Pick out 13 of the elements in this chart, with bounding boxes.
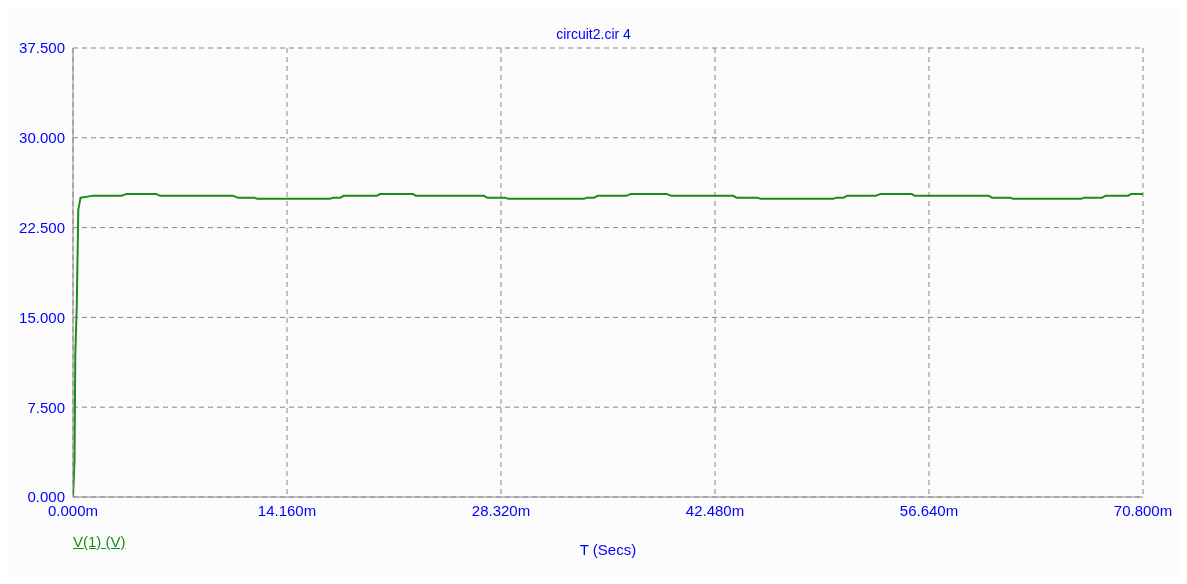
y-tick-label: 37.500 — [19, 39, 65, 57]
y-tick-label: 15.000 — [19, 308, 65, 326]
y-tick-label: 22.500 — [19, 218, 65, 236]
x-axis-title: T (Secs) — [579, 541, 637, 558]
y-tick-label: 7.500 — [27, 398, 65, 416]
y-tick-label: 30.000 — [19, 129, 65, 147]
x-tick-label: 14.160m — [257, 501, 317, 519]
x-tick-label: 28.320m — [471, 501, 531, 519]
x-tick-label: 56.640m — [899, 501, 959, 519]
chart-title: circuit2.cir 4 — [556, 26, 631, 42]
x-tick-label: 70.800m — [1113, 501, 1173, 519]
text: V(1) (V) — [73, 533, 126, 550]
x-tick-label: 42.480m — [685, 501, 745, 519]
